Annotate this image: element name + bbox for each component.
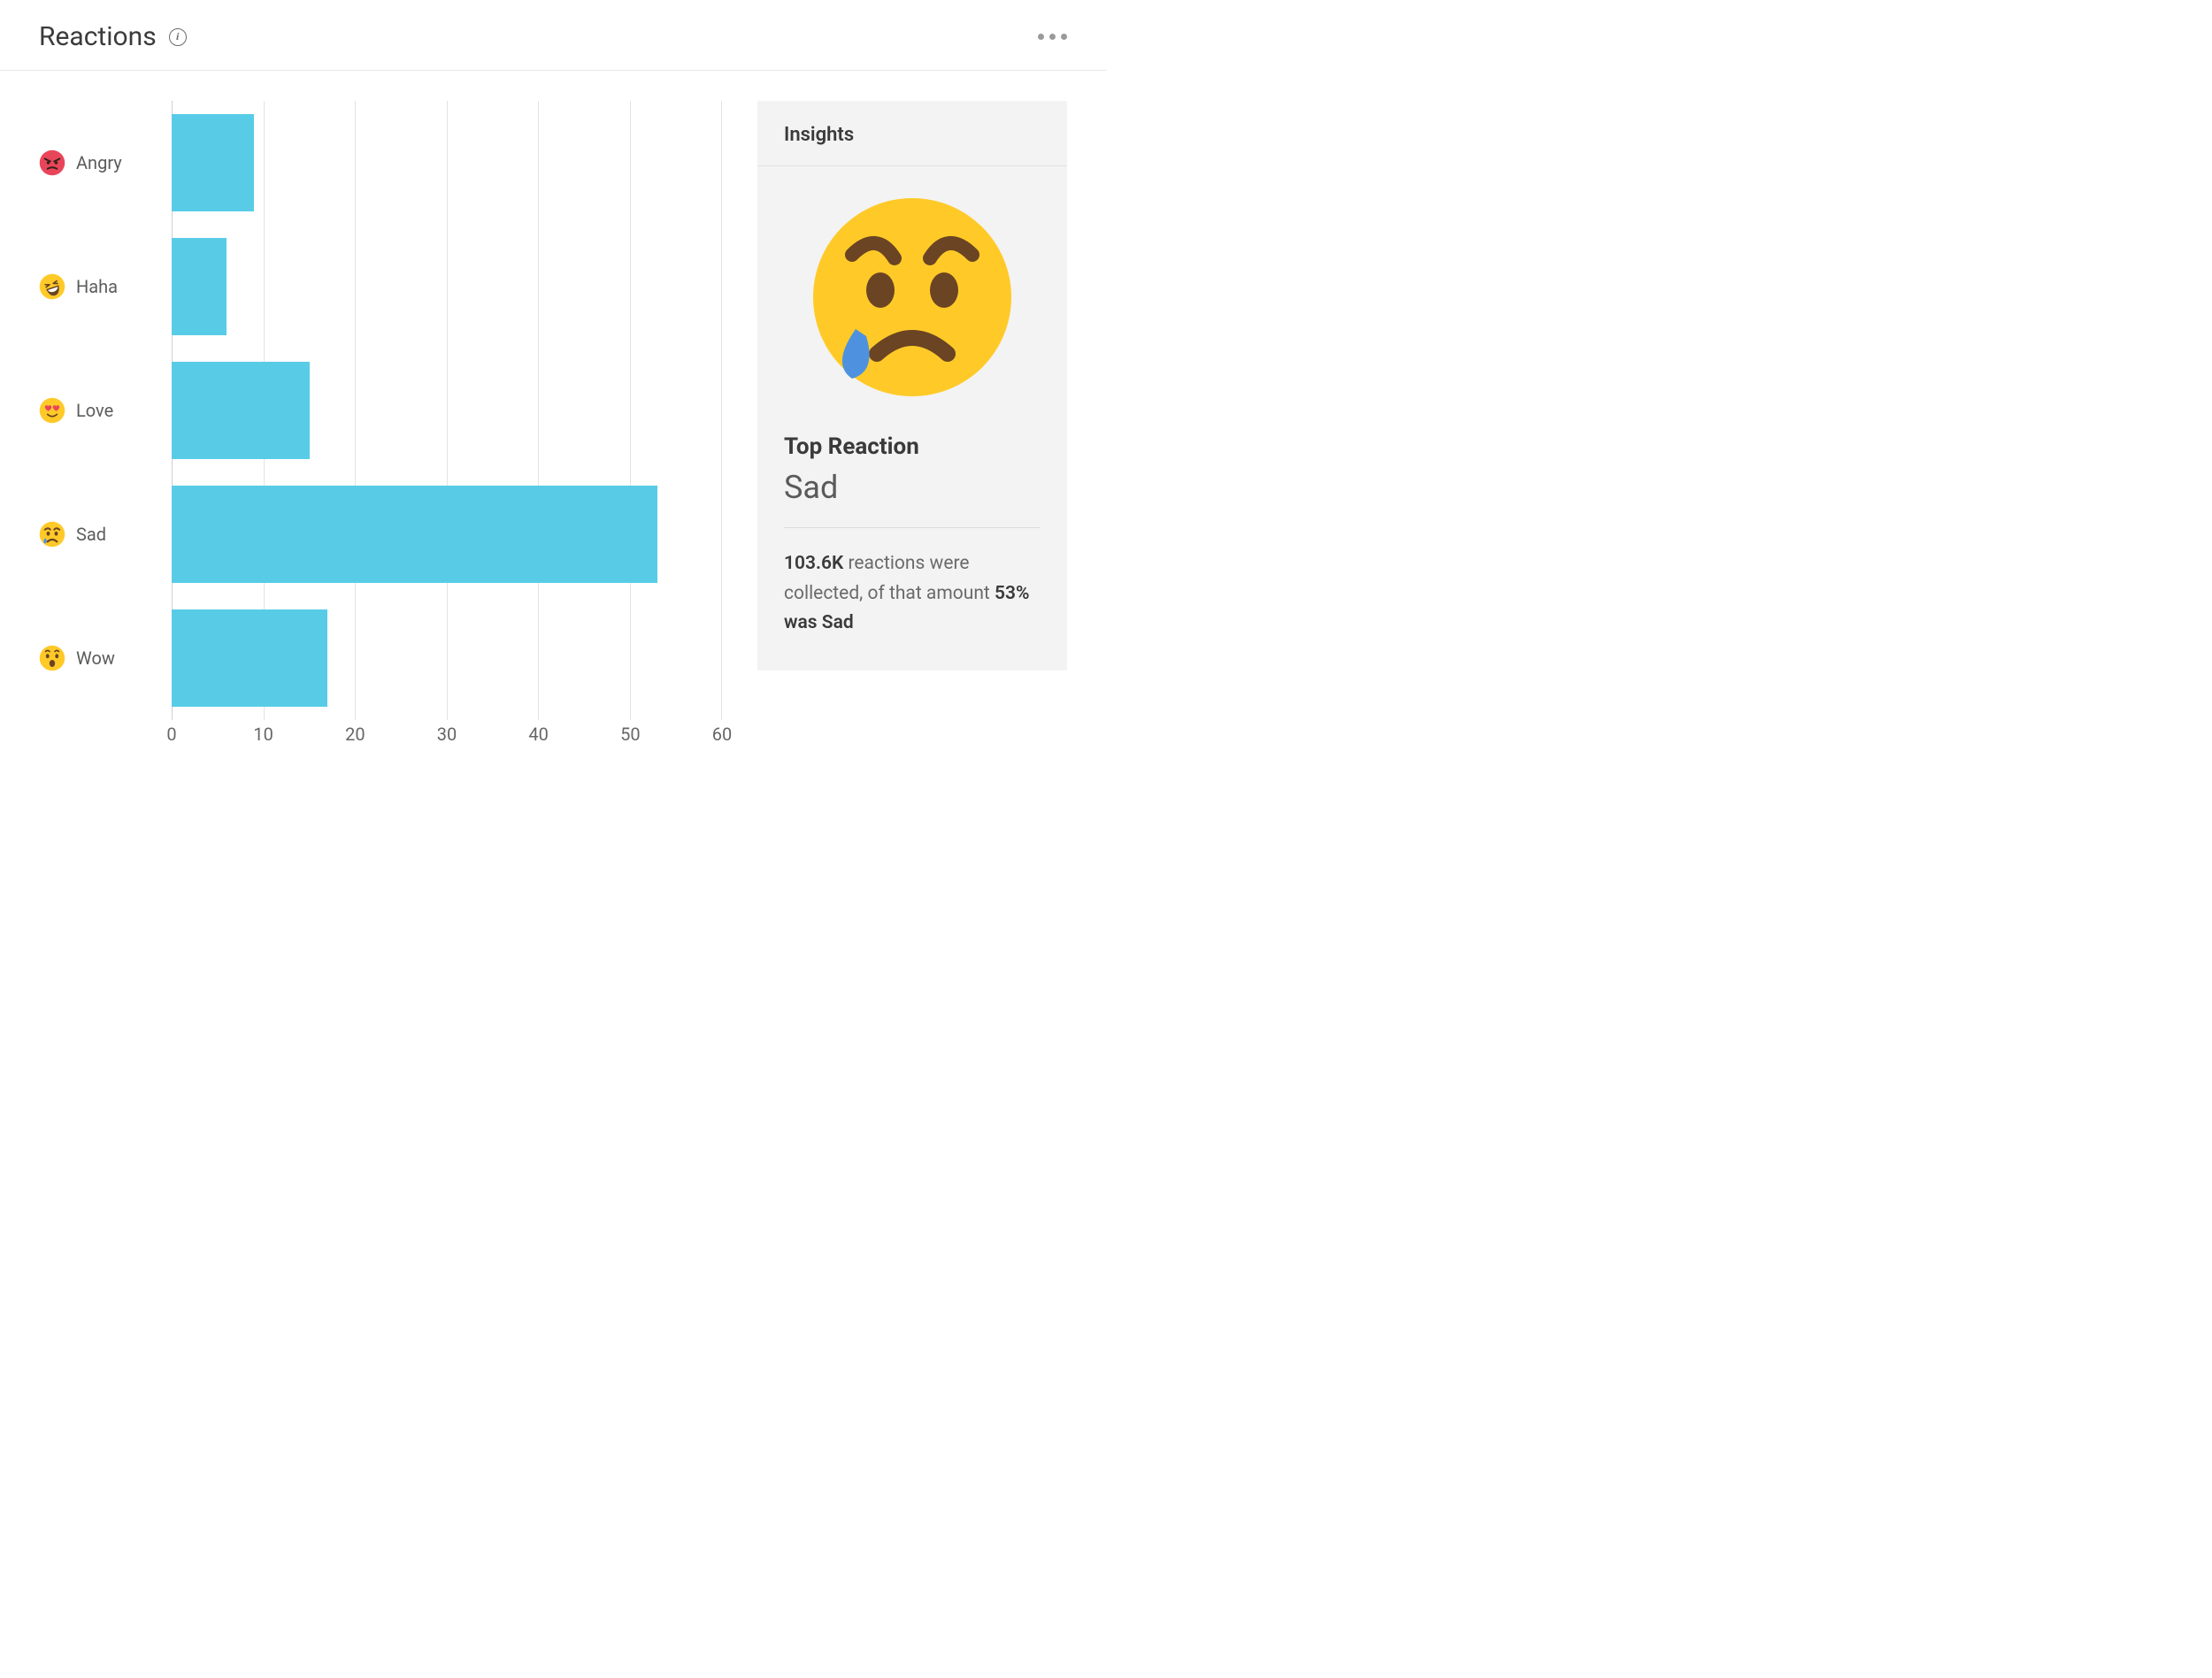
bar bbox=[172, 362, 310, 459]
bar bbox=[172, 486, 657, 583]
y-label-row: Wow bbox=[39, 596, 154, 720]
y-label-row: Haha bbox=[39, 225, 154, 349]
top-reaction-value: Sad bbox=[784, 469, 1041, 506]
y-axis-labels: Angry Haha Love Sad bbox=[39, 101, 172, 720]
bar-row bbox=[172, 596, 722, 720]
card-title: Reactions bbox=[39, 21, 157, 52]
chart-plot-area bbox=[172, 101, 722, 720]
insights-panel: Insights Top Reaction Sad 103.6K reactio… bbox=[757, 101, 1067, 670]
category-label: Wow bbox=[76, 647, 115, 669]
bar-row bbox=[172, 472, 722, 596]
haha-icon bbox=[39, 273, 65, 300]
more-menu-icon[interactable] bbox=[1038, 34, 1067, 40]
bar-row bbox=[172, 225, 722, 349]
category-label: Sad bbox=[76, 524, 106, 545]
chart-bars bbox=[172, 101, 722, 720]
sad-icon bbox=[806, 191, 1018, 403]
insights-title: Insights bbox=[757, 101, 1067, 166]
x-tick: 0 bbox=[166, 724, 176, 745]
x-tick: 60 bbox=[712, 724, 732, 745]
insights-total: 103.6K bbox=[784, 553, 843, 574]
card-header: Reactions i bbox=[0, 0, 1106, 71]
x-tick: 40 bbox=[528, 724, 548, 745]
insights-body: Top Reaction Sad 103.6K reactions were c… bbox=[757, 166, 1067, 670]
info-icon[interactable]: i bbox=[169, 28, 187, 46]
bar-row bbox=[172, 101, 722, 225]
y-label-row: Angry bbox=[39, 101, 154, 225]
angry-icon bbox=[39, 149, 65, 176]
bar bbox=[172, 238, 227, 335]
card-body: Angry Haha Love Sad bbox=[0, 71, 1106, 789]
top-reaction-label: Top Reaction bbox=[784, 433, 1041, 460]
reactions-bar-chart: Angry Haha Love Sad bbox=[39, 101, 722, 720]
reactions-card: Reactions i Angry Haha bbox=[0, 0, 1106, 789]
title-wrap: Reactions i bbox=[39, 21, 187, 52]
y-label-row: Sad bbox=[39, 472, 154, 596]
x-axis: 0102030405060 bbox=[172, 724, 722, 750]
insights-divider bbox=[784, 527, 1041, 528]
x-tick: 20 bbox=[345, 724, 365, 745]
sad-icon bbox=[39, 521, 65, 548]
y-label-row: Love bbox=[39, 349, 154, 472]
x-tick: 30 bbox=[437, 724, 457, 745]
x-tick: 10 bbox=[253, 724, 273, 745]
bar bbox=[172, 114, 254, 211]
wow-icon bbox=[39, 645, 65, 671]
love-icon bbox=[39, 397, 65, 424]
category-label: Haha bbox=[76, 276, 118, 297]
insights-summary: 103.6K reactions were collected, of that… bbox=[784, 549, 1041, 639]
category-label: Angry bbox=[76, 152, 122, 173]
bar bbox=[172, 609, 327, 707]
category-label: Love bbox=[76, 400, 113, 421]
bar-row bbox=[172, 349, 722, 472]
x-tick: 50 bbox=[620, 724, 640, 745]
